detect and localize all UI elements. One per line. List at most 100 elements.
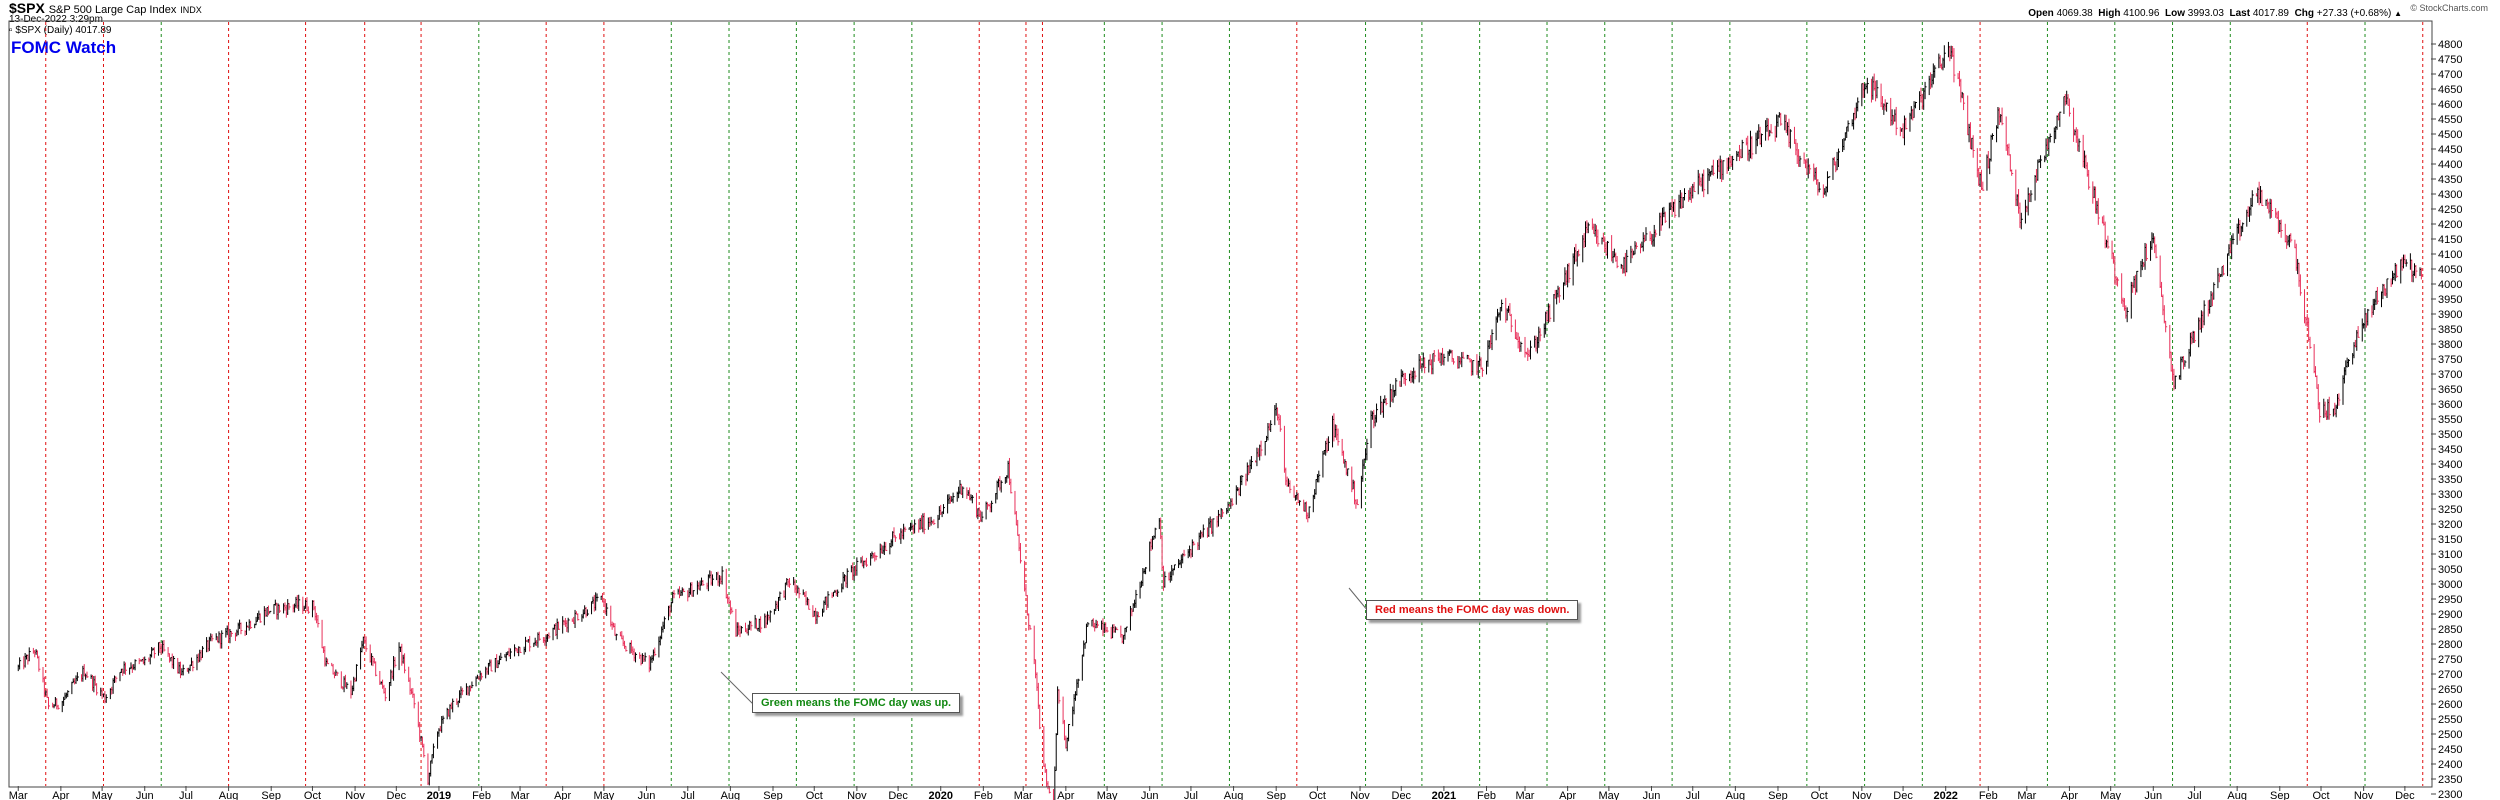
down-bar <box>1780 112 1783 126</box>
down-bar <box>1033 625 1036 665</box>
x-tick-label: Sep <box>763 790 783 800</box>
x-tick-label: Apr <box>1057 790 1074 800</box>
up-bar <box>769 610 772 623</box>
down-bar <box>1043 725 1046 767</box>
up-bar <box>942 504 945 515</box>
x-tick-label: Mar <box>1014 790 1033 800</box>
up-bar <box>1991 133 1994 140</box>
up-bar <box>1068 723 1071 742</box>
x-tick-label: Jun <box>136 790 154 800</box>
up-bar <box>2386 278 2389 299</box>
down-bar <box>192 660 195 672</box>
down-bar <box>904 526 907 533</box>
x-tick-label: Oct <box>304 790 321 800</box>
x-tick-label: Sep <box>1768 790 1788 800</box>
x-tick-label: Apr <box>2061 790 2078 800</box>
down-bar <box>404 653 407 674</box>
x-tick-label: 2021 <box>1432 790 1456 800</box>
up-bar <box>509 648 512 659</box>
fomc-lines <box>45 22 2424 786</box>
up-bar <box>1943 45 1946 68</box>
down-bar <box>1539 328 1542 342</box>
x-tick-label: May <box>594 790 615 800</box>
y-tick-label: 2950 <box>2438 594 2462 606</box>
up-bar <box>1318 470 1321 483</box>
down-bar <box>1809 164 1812 174</box>
y-tick-label: 3900 <box>2438 309 2462 321</box>
y-tick-label: 4000 <box>2438 279 2462 291</box>
down-bar <box>2008 143 2011 156</box>
up-bar <box>182 664 185 676</box>
red-annotation: Red means the FOMC day was down. <box>1366 600 1579 620</box>
x-tick-label: Dec <box>1893 790 1913 800</box>
up-bar <box>1125 626 1128 633</box>
x-tick-label: Jul <box>179 790 193 800</box>
x-tick-label: May <box>1598 790 1619 800</box>
y-tick-label: 4550 <box>2438 114 2462 126</box>
down-bar <box>1026 594 1029 616</box>
up-bar <box>76 672 79 682</box>
up-bar <box>2184 360 2187 367</box>
up-bar <box>712 574 715 586</box>
up-bar <box>1501 299 1504 312</box>
x-tick-label: Feb <box>1477 790 1496 800</box>
down-bar <box>2261 189 2264 206</box>
y-tick-label: 3500 <box>2438 429 2462 441</box>
down-bar <box>625 646 628 652</box>
y-tick-label: 2850 <box>2438 624 2462 636</box>
down-bar <box>1385 398 1388 406</box>
x-tick-label: Sep <box>2270 790 2290 800</box>
series-legend: ▫ $SPX (Daily) 4017.89 <box>9 25 112 36</box>
down-bar <box>2299 274 2302 296</box>
x-tick-label: 2019 <box>427 790 451 800</box>
green-callout-line <box>720 671 755 706</box>
chg-up-icon: ▲ <box>2394 9 2402 18</box>
down-bar <box>2420 267 2423 280</box>
up-bar <box>1250 456 1253 470</box>
y-tick-label: 3550 <box>2438 414 2462 426</box>
down-bar <box>1462 351 1465 359</box>
plot-frame <box>8 20 2433 788</box>
y-tick-label: 3700 <box>2438 369 2462 381</box>
x-tick-label: Apr <box>554 790 571 800</box>
down-bar <box>2155 244 2158 259</box>
y-tick-label: 4700 <box>2438 69 2462 81</box>
up-bar <box>1081 654 1084 681</box>
x-tick-label: Jun <box>638 790 656 800</box>
up-bar <box>119 671 122 682</box>
down-bar <box>2290 233 2293 243</box>
down-bar <box>340 671 343 689</box>
legend-text: $SPX (Daily) 4017.89 <box>15 25 112 36</box>
up-bar <box>2059 111 2062 127</box>
down-bar <box>1096 620 1099 628</box>
up-bar <box>2405 259 2408 267</box>
up-bar <box>1443 353 1446 366</box>
down-bar <box>875 555 878 561</box>
up-bar <box>779 591 782 601</box>
up-bar <box>1084 642 1087 649</box>
down-bar <box>1017 519 1020 536</box>
up-bar <box>1587 222 1590 234</box>
down-bar <box>1058 689 1061 704</box>
last-label: Last <box>2229 8 2251 19</box>
up-bar <box>1087 622 1090 627</box>
x-tick-label: Mar <box>511 790 530 800</box>
open-value: 4069.38 <box>2056 8 2093 19</box>
x-axis: Mar Apr May Jun Jul Aug Sep Oct Nov Dec 2019 Feb Mar… <box>9 786 2415 800</box>
up-bar <box>173 655 176 670</box>
x-tick-label: Nov <box>847 790 867 800</box>
down-bar <box>1010 478 1013 494</box>
up-bar <box>2136 270 2139 293</box>
down-bar <box>307 606 310 614</box>
up-bar <box>28 647 31 662</box>
up-bar <box>991 500 994 513</box>
down-bar <box>1509 303 1512 317</box>
down-bar <box>933 519 936 526</box>
up-bar <box>2030 190 2033 203</box>
up-bar <box>740 625 743 634</box>
down-bar <box>1664 211 1667 224</box>
down-bar <box>2357 326 2360 338</box>
y-tick-label: 4250 <box>2438 204 2462 216</box>
up-bar <box>1876 80 1879 99</box>
